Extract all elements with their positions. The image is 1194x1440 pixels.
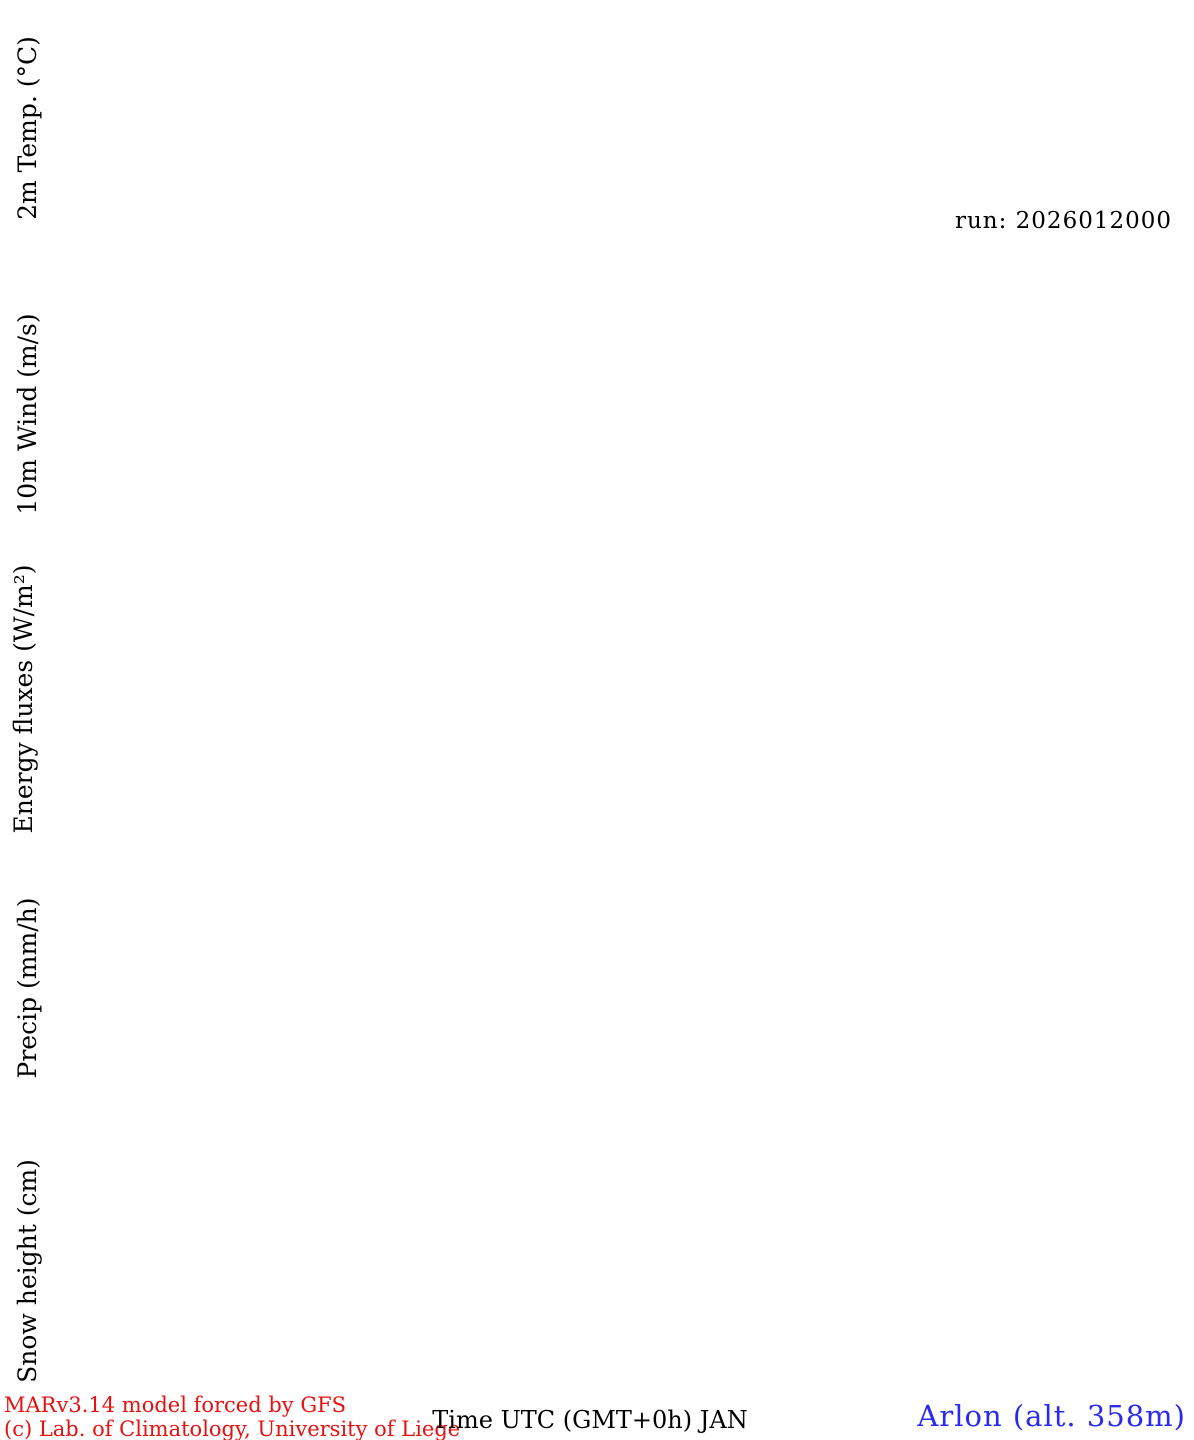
y-axis-title-energy: Energy fluxes (W/m²)	[9, 565, 38, 834]
y-axis-title-temp: 2m Temp. (°C)	[13, 36, 42, 220]
footer-credit-line1: MARv3.14 model forced by GFS	[4, 1393, 346, 1417]
x-axis-title: Time UTC (GMT+0h) JAN	[432, 1406, 747, 1434]
station-label: Arlon (alt. 358m)	[916, 1399, 1186, 1433]
y-axis-title-snow: Snow height (cm)	[13, 1159, 42, 1383]
y-axis-title-precip: Precip (mm/h)	[13, 898, 42, 1079]
y-axis-title-wind: 10m Wind (m/s)	[13, 313, 42, 514]
footer-credit-line2: (c) Lab. of Climatology, University of L…	[4, 1417, 460, 1440]
run-label: run: 2026012000	[955, 208, 1172, 234]
static-labels: 2m Temp. (°C) 10m Wind (m/s) Energy flux…	[4, 36, 1186, 1440]
